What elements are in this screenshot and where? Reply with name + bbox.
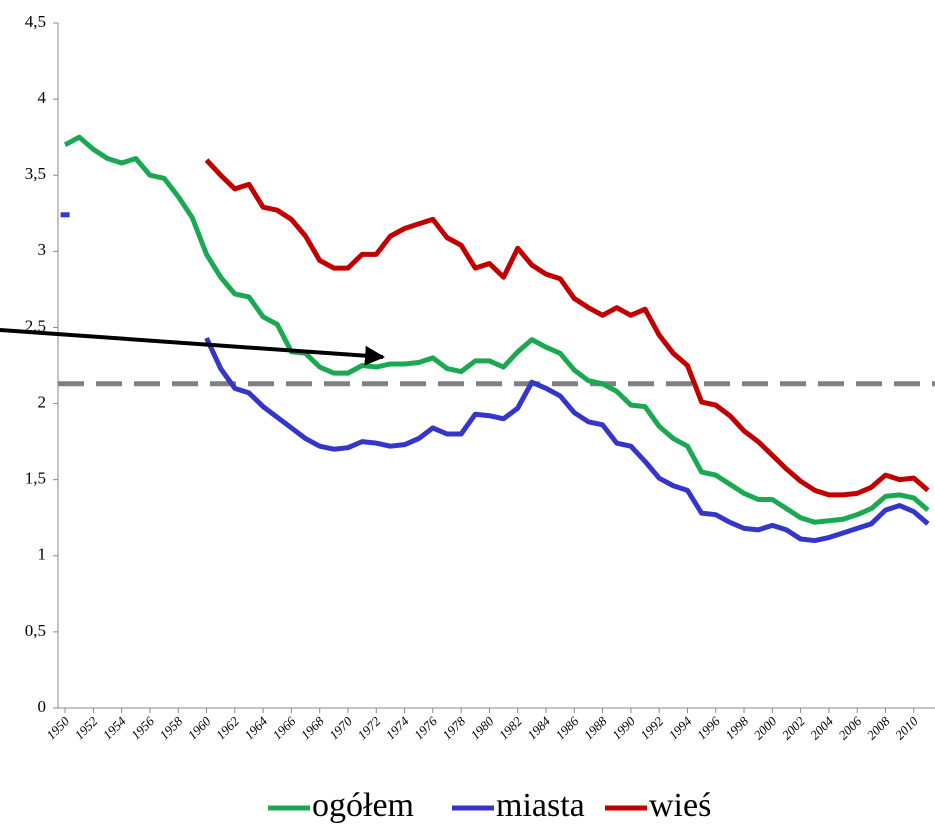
x-tick-label: 1996 — [694, 713, 723, 742]
x-tick-label: 1950 — [43, 713, 72, 742]
x-tick-label: 2004 — [807, 713, 836, 742]
x-tick-label: 1988 — [581, 713, 610, 742]
x-tick-label: 1990 — [609, 713, 638, 742]
x-tick-label: 1966 — [270, 713, 299, 742]
legend-label: ogółem — [312, 787, 414, 824]
series-line — [204, 337, 930, 544]
y-tick-label: 3 — [38, 240, 47, 259]
series-line — [63, 134, 930, 525]
y-tick-label: 1,5 — [25, 469, 46, 488]
x-tick-label: 1960 — [185, 713, 214, 742]
x-tick-label: 1994 — [666, 713, 695, 742]
x-tick-label: 1962 — [213, 713, 242, 742]
x-tick-label: 1998 — [722, 713, 751, 742]
x-tick-label: 1982 — [496, 713, 525, 742]
legend-label: miasta — [496, 787, 585, 824]
x-tick-label: 1980 — [468, 713, 497, 742]
y-tick-label: 0 — [38, 697, 47, 716]
x-tick-label: 1956 — [128, 713, 157, 742]
x-tick-label: 1952 — [71, 713, 100, 742]
y-tick-label: 0,5 — [25, 621, 46, 640]
x-tick-label: 1968 — [298, 713, 327, 742]
x-tick-label: 1984 — [524, 713, 553, 742]
x-tick-label: 1954 — [100, 713, 129, 742]
x-tick-label: 1958 — [156, 713, 185, 742]
x-tick-label: 2010 — [892, 713, 921, 742]
x-tick-label: 1986 — [552, 713, 581, 742]
y-tick-label: 4,5 — [25, 12, 46, 31]
x-tick-label: 1964 — [241, 713, 270, 742]
y-tick-label: 2 — [38, 392, 47, 411]
x-tick-label: 2002 — [779, 713, 808, 742]
series-line — [204, 158, 930, 498]
x-tick-label: 1972 — [354, 713, 383, 742]
y-tick-label: 3,5 — [25, 164, 46, 183]
arrow — [0, 328, 385, 366]
y-tick-label: 4 — [38, 88, 47, 107]
x-tick-label: 1970 — [326, 713, 355, 742]
x-tick-label: 1976 — [411, 713, 440, 742]
x-tick-label: 2008 — [864, 713, 893, 742]
legend-label: wieś — [649, 787, 711, 824]
x-tick-label: 2000 — [750, 713, 779, 742]
x-tick-label: 1992 — [637, 713, 666, 742]
x-tick-label: 1974 — [383, 713, 412, 742]
y-tick-label: 1 — [38, 545, 47, 564]
x-tick-label: 2006 — [835, 713, 864, 742]
x-tick-label: 1978 — [439, 713, 468, 742]
